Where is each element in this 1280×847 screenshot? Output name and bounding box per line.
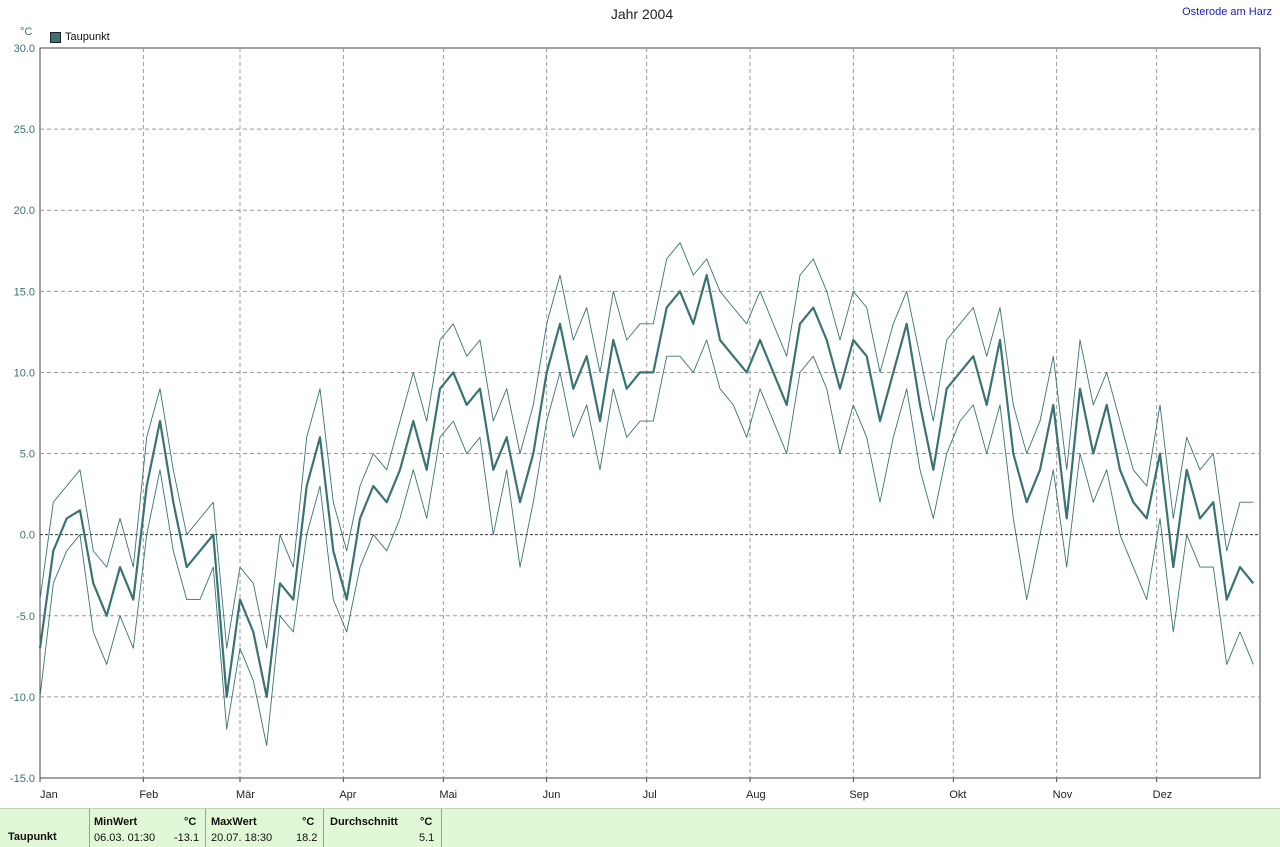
y-tick-label: 20.0 bbox=[14, 205, 35, 217]
y-tick-label: -15.0 bbox=[10, 773, 35, 785]
min-value: -13.1 bbox=[174, 832, 200, 844]
avg-header: Durchschnitt bbox=[330, 816, 398, 828]
max-datetime: 20.07. 18:30 bbox=[211, 832, 273, 844]
x-tick-label: Okt bbox=[949, 789, 966, 801]
x-tick-label: Mär bbox=[236, 789, 255, 801]
x-tick-label: Nov bbox=[1053, 789, 1073, 801]
x-tick-label: Sep bbox=[849, 789, 869, 801]
y-tick-label: 10.0 bbox=[14, 367, 35, 379]
avg-unit: °C bbox=[420, 816, 433, 828]
min-unit: °C bbox=[184, 816, 197, 828]
min-header: MinWert bbox=[94, 816, 138, 828]
series-line-min bbox=[39, 339, 1254, 747]
chart-plot: -15.0 -10.0 -5.0 0.0 5.0 10.0 15.0 20.0 25.0 30.0… bbox=[10, 43, 1261, 801]
legend: Taupunkt bbox=[50, 31, 110, 43]
avg-value: 5.1 bbox=[419, 832, 435, 844]
x-tick-label: Mai bbox=[439, 789, 457, 801]
legend-swatch bbox=[50, 31, 61, 43]
max-unit: °C bbox=[302, 816, 315, 828]
x-tick-label: Feb bbox=[139, 789, 158, 801]
location-label: Osterode am Harz bbox=[1182, 6, 1272, 18]
chart-title: Jahr 2004 bbox=[610, 6, 674, 22]
divider bbox=[323, 809, 324, 847]
series-line-mean bbox=[38, 274, 1255, 699]
y-tick-label: -5.0 bbox=[16, 611, 35, 623]
max-header: MaxWert bbox=[211, 816, 257, 828]
y-tick-label: 15.0 bbox=[14, 286, 35, 298]
y-tick-label: 25.0 bbox=[14, 124, 35, 136]
divider bbox=[89, 809, 90, 847]
max-value: 18.2 bbox=[296, 832, 318, 844]
divider bbox=[205, 809, 206, 847]
summary-row-label: Taupunkt bbox=[8, 831, 57, 843]
legend-label: Taupunkt bbox=[65, 31, 110, 43]
x-tick-label: Jul bbox=[643, 789, 657, 801]
y-axis-unit: °C bbox=[20, 26, 33, 38]
y-tick-label: 5.0 bbox=[20, 449, 35, 461]
y-tick-label: 0.0 bbox=[20, 530, 35, 542]
x-tick-label: Jan bbox=[40, 789, 58, 801]
min-datetime: 06.03. 01:30 bbox=[94, 832, 156, 844]
divider bbox=[441, 809, 442, 847]
x-tick-label: Apr bbox=[339, 789, 356, 801]
x-tick-label: Jun bbox=[543, 789, 561, 801]
x-tick-label: Aug bbox=[746, 789, 766, 801]
y-tick-label: 30.0 bbox=[14, 43, 35, 55]
x-tick-label: Dez bbox=[1153, 789, 1173, 801]
summary-table: Taupunkt MinWert °C 06.03. 01:30 -13.1 M… bbox=[0, 808, 1280, 847]
y-tick-label: -10.0 bbox=[10, 692, 35, 704]
series-line-max bbox=[39, 242, 1254, 649]
